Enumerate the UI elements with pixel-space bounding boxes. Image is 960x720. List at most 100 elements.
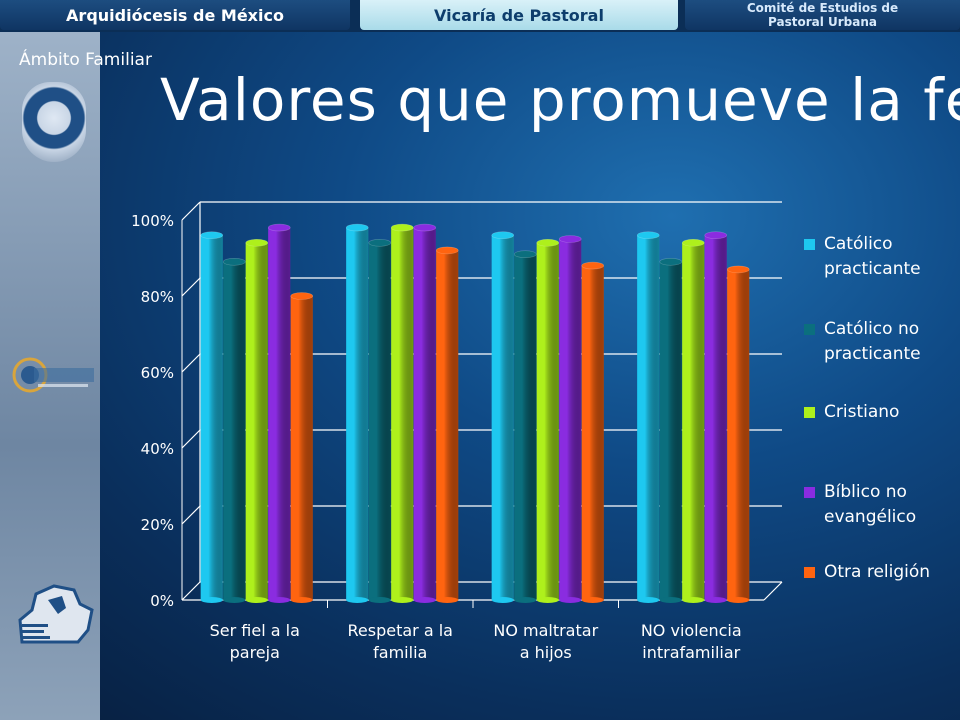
- gridline-depth: [181, 505, 201, 525]
- bar-top: [558, 235, 582, 243]
- legend-item: Cristiano: [804, 400, 954, 425]
- tab-comite: Comité de Estudios de Pastoral Urbana: [685, 0, 960, 30]
- legend-label: Católico practicante: [824, 234, 921, 279]
- bar-base: [727, 597, 750, 603]
- page-title: Valores que promueve la fe: [160, 66, 960, 134]
- bar-top: [491, 231, 515, 240]
- bar-top: [368, 238, 392, 247]
- bar-base: [536, 597, 559, 603]
- bar-shade: [268, 227, 291, 600]
- bar-shade: [346, 227, 369, 600]
- legend-swatch: [804, 407, 815, 418]
- bar-base: [200, 597, 223, 603]
- bar-shade: [391, 227, 414, 600]
- bar-shade: [536, 242, 559, 601]
- section-label: Ámbito Familiar: [19, 50, 152, 70]
- tab-comite-line1: Comité de Estudios de: [746, 1, 899, 15]
- legend-swatch: [804, 324, 815, 335]
- legend-swatch: [804, 239, 815, 250]
- bar-shade: [581, 265, 604, 600]
- bar: [558, 235, 582, 603]
- bar-base: [413, 597, 436, 603]
- y-tick-label: 20%: [141, 516, 174, 534]
- bar: [681, 238, 705, 603]
- bar-top: [390, 223, 414, 232]
- bar-base: [223, 597, 246, 603]
- y-tick-label: 80%: [141, 288, 174, 306]
- header-bar: Arquidiócesis de México Vicaría de Pasto…: [0, 0, 960, 32]
- bar: [435, 246, 459, 603]
- legend-label: Otra religión: [824, 562, 931, 582]
- gridline-depth: [181, 581, 201, 601]
- bar-top: [245, 238, 269, 247]
- bar-base: [637, 597, 660, 603]
- bar: [222, 258, 246, 603]
- bar-base: [559, 597, 582, 603]
- x-tick-label: NO violencia intrafamiliar: [641, 621, 742, 662]
- bar-shade: [436, 250, 459, 600]
- bar-top: [435, 246, 459, 255]
- y-tick-label: 100%: [131, 212, 174, 230]
- legend-swatch: [804, 487, 815, 498]
- y-tick-label: 60%: [141, 364, 174, 382]
- legend-item: Católico practicante: [804, 232, 954, 282]
- bar-top: [345, 223, 369, 232]
- bar-shade: [368, 242, 391, 601]
- bar-top: [222, 258, 246, 266]
- bar: [704, 231, 728, 603]
- x-tick-label: Ser fiel a la pareja: [210, 621, 300, 662]
- y-tick-label: 40%: [141, 440, 174, 458]
- bar-shade: [413, 227, 436, 600]
- bar-shade: [682, 242, 705, 601]
- gridline-depth: [181, 201, 201, 221]
- x-tick-label: Respetar a la familia: [348, 621, 453, 662]
- bar-shade: [290, 296, 313, 600]
- legend-item: Otra religión: [804, 560, 954, 585]
- bar-base: [290, 597, 313, 603]
- legend-swatch: [804, 567, 815, 578]
- bar-top: [636, 231, 660, 240]
- bar-shade: [659, 261, 682, 600]
- bar-top: [704, 231, 728, 240]
- archdiocese-seal-logo: [22, 82, 86, 162]
- bar-top: [413, 223, 437, 232]
- legend-item: Católico no practicante: [804, 317, 954, 367]
- bar-top: [581, 261, 605, 270]
- x-axis-depth: [763, 581, 783, 601]
- bar: [726, 265, 750, 603]
- bar: [491, 231, 515, 603]
- bar-base: [245, 597, 268, 603]
- bar-base: [682, 597, 705, 603]
- bar-base: [581, 597, 604, 603]
- gridline-depth: [181, 429, 201, 449]
- tab-vicaria: Vicaría de Pastoral: [360, 0, 678, 30]
- bar-shade: [200, 235, 223, 600]
- gridline-depth: [181, 353, 201, 373]
- bar: [267, 223, 291, 603]
- bar: [413, 223, 437, 603]
- bar-base: [659, 597, 682, 603]
- bar-base: [268, 597, 291, 603]
- bar-shade: [727, 269, 750, 600]
- bar-top: [726, 265, 750, 274]
- tab-arquidiocesis: Arquidiócesis de México: [0, 0, 350, 30]
- bar-base: [436, 597, 459, 603]
- bar-chart: 0% 20% 40% 60% 80% 100% Ser fiel a la pareja Res…: [131, 201, 783, 662]
- bar-base: [514, 597, 537, 603]
- x-tick-label: NO maltratar a hijos: [493, 621, 598, 662]
- legend-label: Bíblico no evangélico: [824, 482, 917, 527]
- bar-top: [513, 250, 537, 258]
- bar-shade: [559, 239, 582, 600]
- bar-base: [704, 597, 727, 603]
- consejo-pastoral-logo: [18, 584, 94, 644]
- bar-top: [681, 238, 705, 247]
- bar-base: [346, 597, 369, 603]
- bar-shade: [637, 235, 660, 600]
- bar: [513, 250, 537, 603]
- bar: [200, 231, 224, 603]
- bar-shade: [491, 235, 514, 600]
- bar: [659, 258, 683, 603]
- bar: [245, 238, 269, 603]
- bar: [390, 223, 414, 603]
- bar-shade: [223, 261, 246, 600]
